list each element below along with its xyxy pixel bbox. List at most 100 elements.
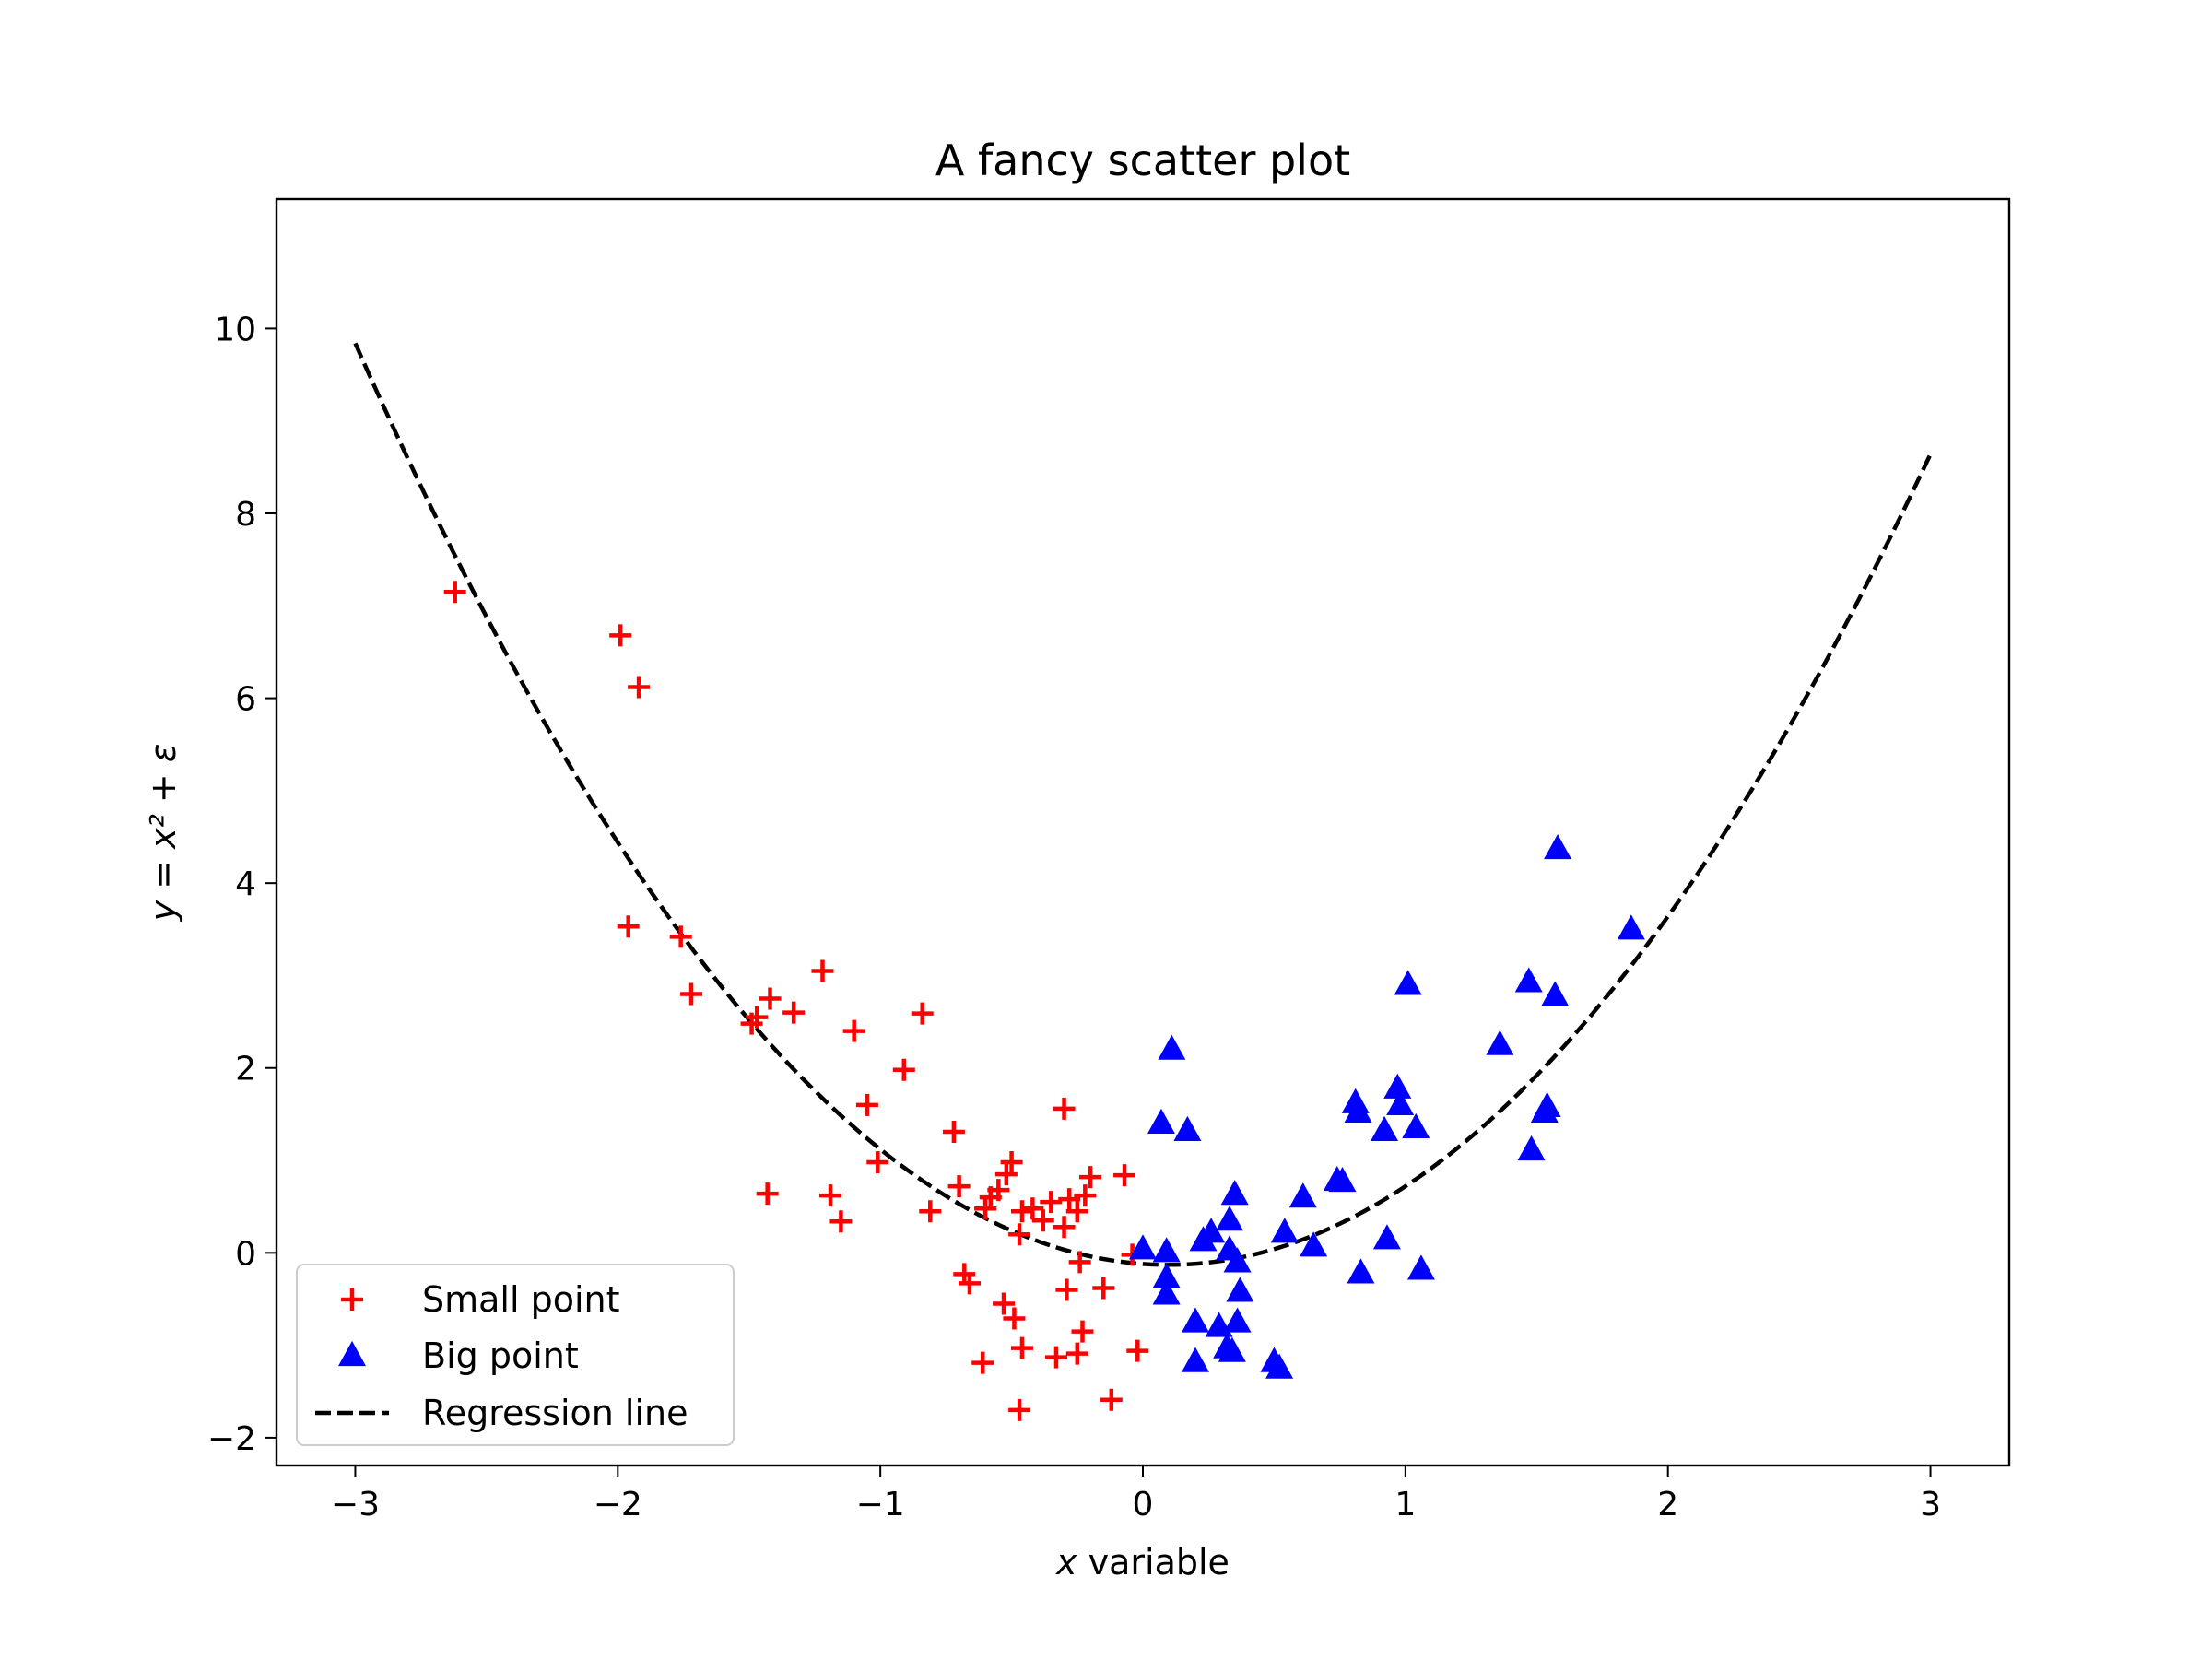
small-point-marker bbox=[1068, 1251, 1091, 1274]
x-tick-label: 0 bbox=[1133, 1486, 1154, 1524]
small-point-marker bbox=[1010, 1336, 1033, 1359]
big-point-marker bbox=[1173, 1115, 1202, 1142]
big-point-marker bbox=[1406, 1254, 1435, 1280]
y-tick-label: 2 bbox=[235, 1051, 256, 1088]
small-point-marker bbox=[669, 925, 692, 948]
big-point-marker bbox=[1218, 1336, 1246, 1362]
big-point-marker bbox=[1181, 1347, 1209, 1372]
small-point-marker bbox=[1055, 1278, 1078, 1301]
x-tick-label: −3 bbox=[331, 1486, 380, 1524]
small-point-marker bbox=[1071, 1320, 1094, 1343]
chart-title: A fancy scatter plot bbox=[935, 135, 1350, 185]
big-point-marker bbox=[1386, 1089, 1415, 1115]
small-point-marker bbox=[443, 581, 466, 604]
x-axis-label: x variable bbox=[1055, 1542, 1230, 1583]
big-point-marker bbox=[1344, 1097, 1372, 1123]
small-point-marker bbox=[1053, 1097, 1076, 1120]
legend-label: Small point bbox=[422, 1279, 620, 1320]
big-point-marker bbox=[1181, 1307, 1209, 1333]
small-point-marker bbox=[1113, 1164, 1136, 1187]
small-point-marker bbox=[892, 1058, 915, 1081]
big-point-marker bbox=[1517, 1135, 1546, 1161]
small-point-marker bbox=[1008, 1398, 1031, 1421]
big-point-marker bbox=[1223, 1307, 1252, 1333]
small-point-marker bbox=[756, 1182, 779, 1206]
small-point-marker bbox=[1021, 1197, 1044, 1220]
small-point-marker bbox=[993, 1292, 1016, 1315]
legend: Small point Big point Regression line bbox=[296, 1264, 735, 1446]
big-point-marker bbox=[1347, 1258, 1375, 1284]
x-axis-label-var: x bbox=[1055, 1542, 1077, 1583]
big-point-marker bbox=[1371, 1115, 1399, 1142]
small-point-marker bbox=[1003, 1307, 1026, 1330]
small-point-marker bbox=[974, 1197, 997, 1220]
small-point-marker bbox=[746, 1006, 769, 1029]
small-point-marker bbox=[1126, 1339, 1149, 1362]
small-point-marker bbox=[628, 676, 651, 699]
small-point-marker bbox=[1010, 1200, 1033, 1223]
small-point-marker bbox=[1008, 1223, 1031, 1246]
regression-line bbox=[353, 342, 1933, 1267]
big-point-marker bbox=[1152, 1237, 1181, 1263]
small-point-marker bbox=[866, 1151, 889, 1174]
small-point-marker bbox=[919, 1200, 942, 1223]
small-point-marker bbox=[1031, 1209, 1054, 1232]
small-point-marker bbox=[842, 1019, 865, 1042]
small-point-marker bbox=[617, 915, 640, 938]
big-point-marker bbox=[1158, 1034, 1186, 1060]
small-point-marker bbox=[1079, 1166, 1102, 1189]
big-point-marker bbox=[1486, 1030, 1514, 1055]
small-point-marker bbox=[609, 624, 632, 647]
small-point-marker bbox=[782, 1001, 806, 1024]
small-point-marker bbox=[911, 1002, 934, 1025]
legend-label: Regression line bbox=[422, 1393, 688, 1433]
y-tick-label: 10 bbox=[214, 311, 256, 348]
small-point-marker bbox=[1053, 1216, 1076, 1239]
y-tick-label: −2 bbox=[207, 1420, 256, 1458]
small-point-marker bbox=[971, 1351, 994, 1374]
small-point-marker bbox=[1040, 1191, 1063, 1214]
plot-frame bbox=[275, 197, 2011, 1467]
y-tick-label: 8 bbox=[235, 496, 256, 534]
small-point-marker bbox=[987, 1179, 1010, 1202]
small-point-marker bbox=[830, 1210, 853, 1233]
y-axis-label: y = x² + ε bbox=[143, 744, 183, 923]
big-point-marker bbox=[1265, 1353, 1294, 1379]
y-tick-label: 6 bbox=[235, 681, 256, 719]
small-point-marker bbox=[1092, 1277, 1115, 1300]
small-point-marker bbox=[1065, 1342, 1088, 1365]
small-point-marker bbox=[1065, 1200, 1088, 1223]
small-point-marker bbox=[819, 1184, 842, 1207]
x-tick-label: 1 bbox=[1394, 1486, 1416, 1524]
legend-marker-big-point bbox=[338, 1340, 366, 1367]
small-point-marker bbox=[811, 959, 834, 982]
big-point-marker bbox=[1270, 1218, 1299, 1243]
big-point-marker bbox=[1189, 1226, 1218, 1252]
small-point-marker bbox=[994, 1163, 1018, 1186]
x-tick-label: −2 bbox=[594, 1486, 642, 1524]
y-tick-label: 0 bbox=[235, 1235, 256, 1273]
big-point-marker bbox=[1541, 981, 1570, 1006]
small-point-marker bbox=[1100, 1388, 1123, 1411]
small-point-marker bbox=[1074, 1184, 1097, 1207]
x-tick-label: 2 bbox=[1657, 1486, 1678, 1524]
big-point-marker bbox=[1394, 970, 1422, 995]
big-point-marker bbox=[1300, 1231, 1328, 1257]
legend-label: Big point bbox=[422, 1335, 579, 1376]
big-point-marker bbox=[1533, 1091, 1561, 1117]
small-point-marker bbox=[942, 1120, 965, 1143]
big-point-marker bbox=[1288, 1182, 1317, 1208]
big-point-marker bbox=[1226, 1277, 1254, 1302]
small-point-marker bbox=[855, 1093, 878, 1116]
y-tick-label: 4 bbox=[235, 865, 256, 903]
x-tick-label: 3 bbox=[1920, 1486, 1941, 1524]
big-point-marker bbox=[1147, 1108, 1175, 1134]
series-layer bbox=[353, 342, 1933, 1421]
small-point-marker bbox=[680, 982, 703, 1006]
small-point-marker bbox=[1045, 1346, 1067, 1369]
x-axis-label-rest: variable bbox=[1077, 1542, 1230, 1583]
small-point-marker bbox=[759, 987, 782, 1010]
x-axis-ticks: −3 −2 −1 0 1 2 3 bbox=[331, 1465, 1941, 1524]
big-point-marker bbox=[1216, 1206, 1243, 1231]
